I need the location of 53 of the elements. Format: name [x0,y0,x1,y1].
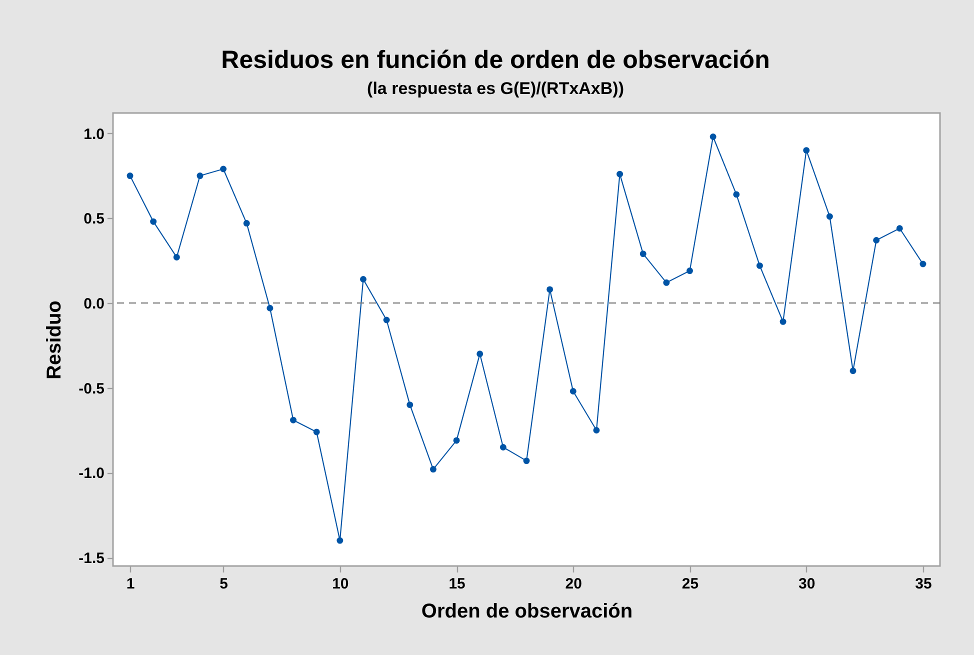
point [710,134,716,140]
point [780,318,786,325]
point [500,444,506,450]
point [313,428,320,436]
point [826,213,833,220]
point [593,427,600,434]
point [150,218,157,225]
point [476,350,484,358]
x-tick-label: 1 [126,576,135,592]
chart-title: Residuos en función de orden de observación [221,46,770,74]
y-tick-label: -0.5 [78,380,104,398]
y-tick-label: -1.5 [78,550,104,568]
point [243,220,250,227]
point [126,172,134,180]
y-axis-title: Residuo [44,300,66,380]
y-tick-label: 0.0 [84,296,104,313]
point [803,147,810,154]
point [453,437,460,444]
point [173,254,180,260]
y-tick-label: -1.0 [78,465,104,482]
y-tick-label: 1.0 [84,126,104,143]
point [523,458,530,464]
point [920,260,926,268]
point [733,191,740,198]
point [336,537,344,544]
chart-subtitle: (la respuesta es G(E)/(RTxAxB)) [367,79,624,98]
point [686,268,693,274]
point [850,368,856,374]
point [266,304,274,312]
point [406,402,414,408]
x-tick-label: 35 [915,576,932,592]
point [873,237,880,244]
x-axis-title: Orden de observación [421,600,633,622]
point [383,316,390,324]
x-tick-label: 20 [565,576,582,592]
point [570,388,576,394]
point [756,262,763,269]
x-tick-label: 5 [220,576,228,592]
point [290,416,297,424]
point [616,170,624,178]
point [430,466,436,473]
x-tick-label: 25 [682,576,699,592]
point [896,225,903,232]
x-tick-label: 15 [448,576,466,592]
point [546,286,554,293]
point [196,172,204,180]
point [360,276,366,283]
x-tick-label: 10 [332,576,349,592]
point [220,166,227,172]
point [640,250,646,258]
y-tick-label: 0.5 [84,210,104,228]
point [663,279,670,286]
x-tick-label: 30 [798,576,816,592]
